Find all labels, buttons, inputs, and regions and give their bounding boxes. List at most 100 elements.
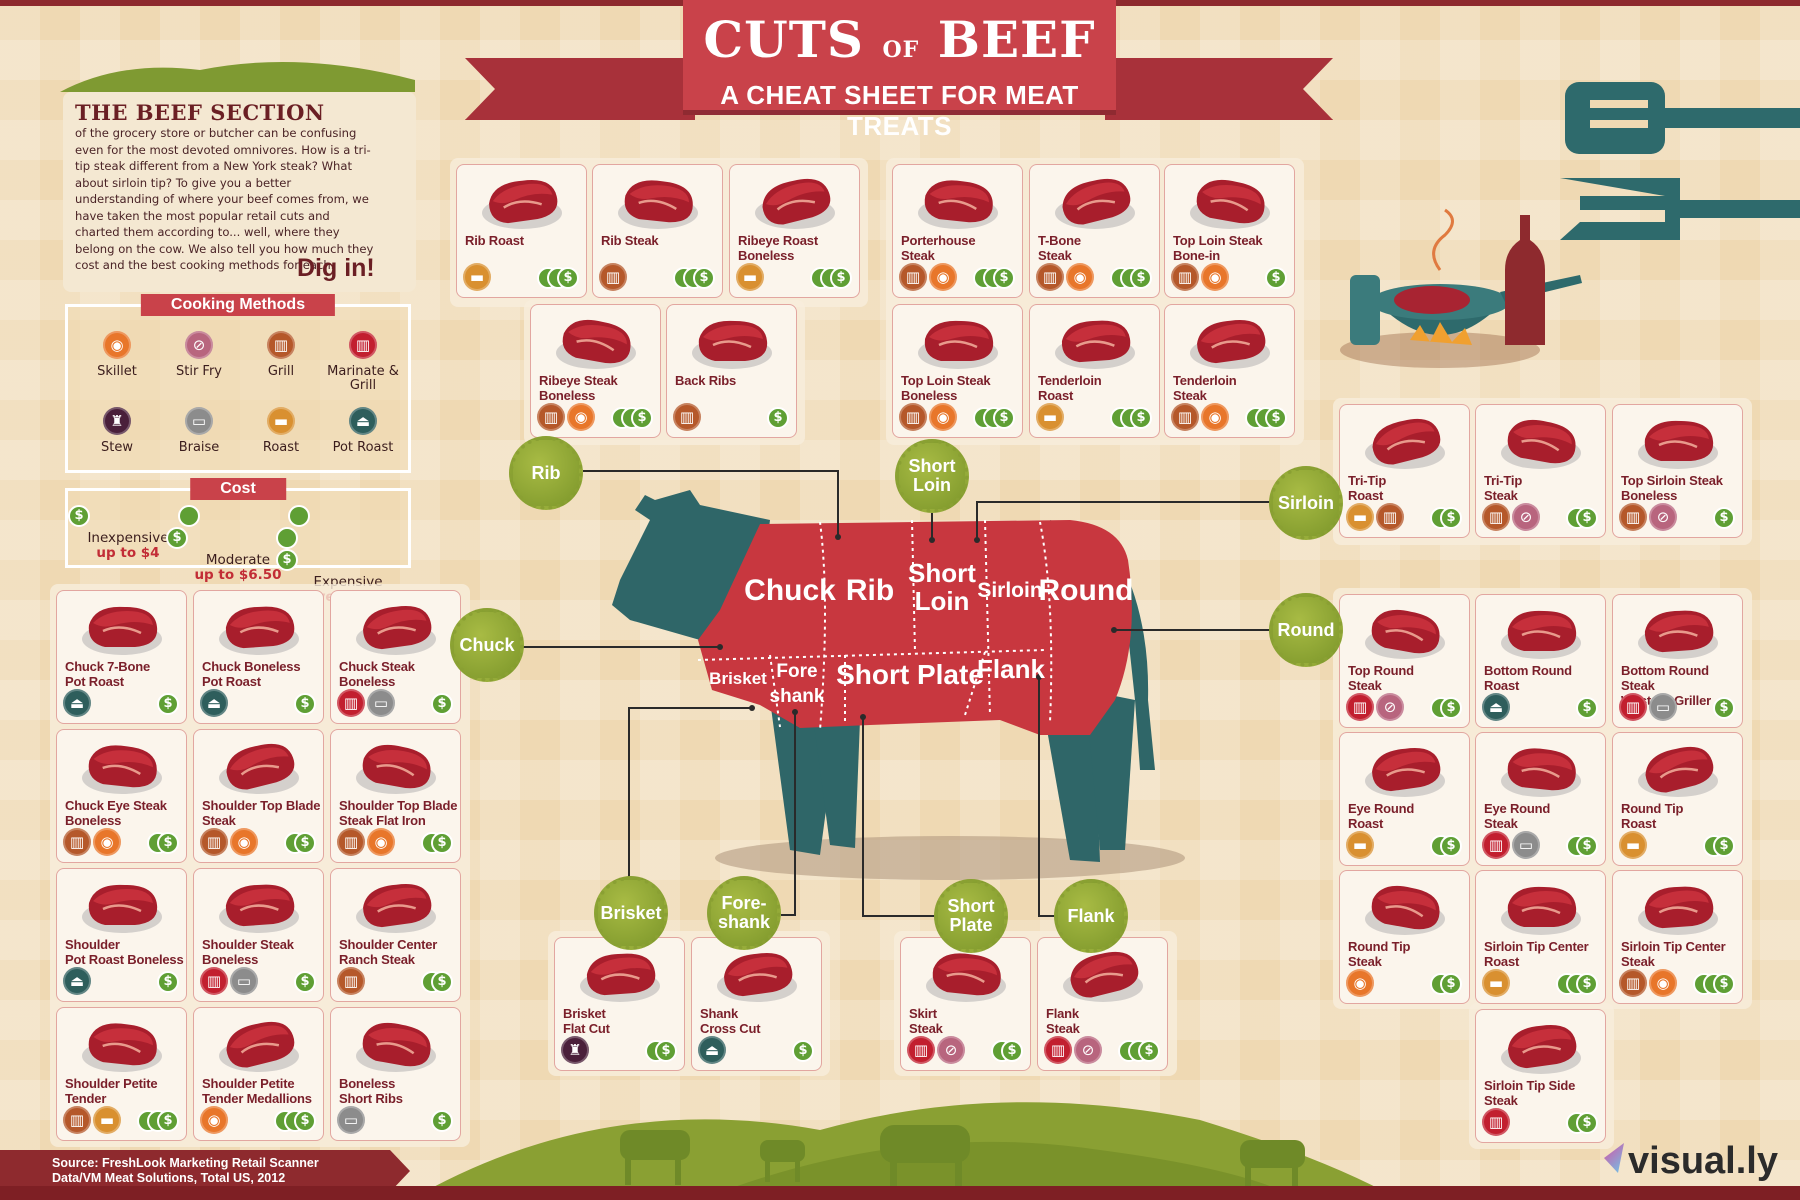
dollar-coin-icon: $ [655,1040,677,1062]
intro-panel: The Beef Section of the grocery store or… [63,92,416,292]
pot-roast-icon: ⏏ [1482,693,1510,721]
badge-short_loin[interactable]: Short Loin [895,439,969,513]
cooking-methods: ⏏ [1482,693,1510,721]
meat-cut-image [356,1022,436,1072]
cut-card-round[interactable]: Sirloin Tip Side Steak ▥ $ [1475,1009,1606,1143]
cut-card-short_loin[interactable]: Porterhouse Steak ▥ ◉ $ [892,164,1023,298]
cut-card-brisket[interactable]: Brisket Flat Cut ♜ $ [554,937,685,1071]
cut-name: Top Sirloin Steak Boneless [1621,473,1723,503]
meat-cut-image [1190,179,1270,229]
cut-card-chuck[interactable]: Shoulder Petite Tender ▥ ▬ $ [56,1007,187,1141]
cut-card-foreshank[interactable]: Shank Cross Cut ⏏ $ [691,937,822,1071]
cut-card-chuck[interactable]: Shoulder Top Blade Steak ▥ ◉ $ [193,729,324,863]
cut-card-short_loin[interactable]: Tenderloin Steak ▥ ◉ $ [1164,304,1295,438]
cut-name: Bottom Round Roast [1484,663,1572,693]
cooking-methods: ▥ ▭ [1619,693,1677,721]
cut-card-chuck[interactable]: Shoulder Petite Tender Medallions ◉ $ [193,1007,324,1141]
meat-cut-image [1365,885,1445,935]
page-subtitle: A Cheat Sheet for Meat Treats [720,80,1079,141]
cut-card-rib[interactable]: Ribeye Roast Boneless ▬ $ [729,164,860,298]
cut-card-chuck[interactable]: Shoulder Center Ranch Steak ▥ $ [330,868,461,1002]
meat-cut-image [1501,886,1581,935]
cooking-methods: ▥ ▬ [63,1106,121,1134]
cut-name: Shoulder Center Ranch Steak [339,937,438,967]
cut-card-chuck[interactable]: Chuck Eye Steak Boneless ▥ ◉ $ [56,729,187,863]
cut-name: Sirloin Tip Center Steak [1621,939,1726,969]
cooking-methods-title: Cooking Methods [140,294,336,316]
cut-card-chuck[interactable]: Chuck Steak Boneless ▥ ▭ $ [330,590,461,724]
cooking-methods: ▥ ◉ [63,828,121,856]
cooking-methods: ▥ ◉ [1171,403,1229,431]
dollar-coin-icon: $ [1440,697,1462,719]
grill-icon: ▥ [1619,503,1647,531]
cut-name: Shoulder Petite Tender Medallions [202,1076,312,1106]
skillet-icon: ◉ [1201,403,1229,431]
cut-card-sirloin[interactable]: Tri-Tip Roast ▬ ▥ $ [1339,404,1470,538]
cut-card-round[interactable]: Round Tip Steak ◉ $ [1339,870,1470,1004]
badge-round[interactable]: Round [1269,593,1343,667]
cut-card-sirloin[interactable]: Tri-Tip Steak ▥ ⊘ $ [1475,404,1606,538]
cut-card-round[interactable]: Sirloin Tip Center Steak ▥ ◉ $ [1612,870,1743,1004]
cut-card-rib[interactable]: Ribeye Steak Boneless ▥ ◉ $ [530,304,661,438]
badge-rib[interactable]: Rib [509,436,583,510]
dollar-coin-icon: $ [294,832,316,854]
cut-card-short_plate[interactable]: Skirt Steak ▥ ⊘ $ [900,937,1031,1071]
roast-pan-icon: ▬ [1346,503,1374,531]
cut-card-short_loin[interactable]: Tenderloin Roast ▬ $ [1029,304,1160,438]
skillet-icon: ◉ [230,828,258,856]
marinate-grill-icon: ▥ [349,331,377,359]
cut-name: Eye Round Roast [1348,801,1415,831]
cut-name: T-Bone Steak [1038,233,1081,263]
meat-cut-image [1501,610,1581,659]
cut-card-chuck[interactable]: Chuck Boneless Pot Roast ⏏ $ [193,590,324,724]
cow-label-chuck: Chuck [744,574,836,607]
cost-indicator: $ [645,1040,677,1062]
legend-label: Marinate & Grill [327,364,399,393]
cut-card-chuck[interactable]: Boneless Short Ribs ▭ $ [330,1007,461,1141]
cut-card-round[interactable]: Eye Round Steak ▥ ▭ $ [1475,732,1606,866]
cost-indicator: $ [276,505,408,571]
cut-card-round[interactable]: Round Tip Roast ▬ $ [1612,732,1743,866]
cut-card-short_loin[interactable]: Top Loin Steak Bone-in ▥ ◉ $ [1164,164,1295,298]
cut-card-rib[interactable]: Rib Steak ▥ $ [592,164,723,298]
cooking-methods: ⏏ [200,689,228,717]
visually-logo[interactable]: visual.ly [1604,1140,1778,1183]
legend-potroast: ⏏ Pot Roast [322,407,404,455]
badge-foreshank[interactable]: Fore- shank [707,876,781,950]
intro-cta: Dig in! [297,254,375,282]
skillet-icon: ◉ [93,828,121,856]
grill-icon: ▥ [337,967,365,995]
dollar-coin-icon [178,505,200,527]
cut-card-chuck[interactable]: Chuck 7-Bone Pot Roast ⏏ $ [56,590,187,724]
cut-card-round[interactable]: Top Round Steak ▥ ⊘ $ [1339,594,1470,728]
connector-lines [523,470,1271,917]
cut-card-round[interactable]: Sirloin Tip Center Roast ▬ $ [1475,870,1606,1004]
cut-card-rib[interactable]: Rib Roast ▬ $ [456,164,587,298]
intro-heading: The Beef Section [75,100,325,125]
dollar-coin-icon: $ [1576,507,1598,529]
cut-card-sirloin[interactable]: Top Sirloin Steak Boneless ▥ ⊘ $ [1612,404,1743,538]
badge-sirloin[interactable]: Sirloin [1269,466,1343,540]
badge-brisket[interactable]: Brisket [594,876,668,950]
cut-card-round[interactable]: Eye Round Roast ▬ $ [1339,732,1470,866]
cut-card-rib[interactable]: Back Ribs ▥ $ [666,304,797,438]
cut-card-round[interactable]: Bottom Round Roast ⏏ $ [1475,594,1606,728]
cut-card-chuck[interactable]: Shoulder Top Blade Steak Flat Iron ▥ ◉ $ [330,729,461,863]
cow-label-short-loin-1: Short [908,558,976,588]
meat-cut-image [82,606,162,655]
cut-card-short_loin[interactable]: Top Loin Steak Boneless ▥ ◉ $ [892,304,1023,438]
badge-short_plate[interactable]: Short Plate [934,879,1008,953]
marinate-grill-icon: ▥ [1619,693,1647,721]
cut-card-short_loin[interactable]: T-Bone Steak ▥ ◉ $ [1029,164,1160,298]
legend-grill: ▥ Grill [240,331,322,379]
stir-fry-icon: ⊘ [1649,503,1677,531]
badge-chuck[interactable]: Chuck [450,608,524,682]
dollar-coin-icon: $ [431,832,453,854]
meat-cut-image [82,1023,162,1072]
cut-card-chuck[interactable]: Shoulder Steak Boneless ▥ ▭ $ [193,868,324,1002]
cut-card-chuck[interactable]: Shoulder Pot Roast Boneless ⏏ $ [56,868,187,1002]
cut-card-flank[interactable]: Flank Steak ▥ ⊘ $ [1037,937,1168,1071]
cut-card-round[interactable]: Bottom Round Steak Western Griller▥▭ $ [1612,594,1743,728]
cooking-methods: ⏏ [698,1036,726,1064]
badge-flank[interactable]: Flank [1054,879,1128,953]
